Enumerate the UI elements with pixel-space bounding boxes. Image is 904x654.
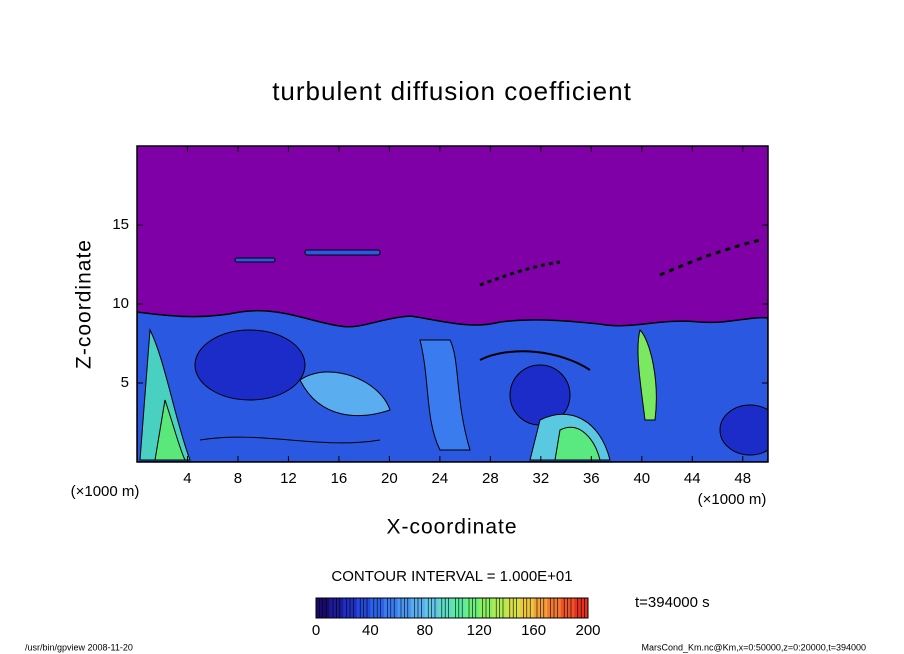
x-tick-label: 48	[734, 470, 751, 487]
x-tick-label: 28	[482, 470, 499, 487]
x-tick-label: 8	[234, 470, 242, 487]
x-axis-label: X-coordinate	[386, 516, 517, 539]
x-tick-label: 4	[183, 470, 191, 487]
colorbar-tick-label: 80	[416, 622, 433, 639]
footer-left: /usr/bin/gpview 2008-11-20	[25, 642, 133, 652]
x-tick-label: 36	[583, 470, 600, 487]
x-tick-label: 12	[280, 470, 297, 487]
x-tick-label: 16	[331, 470, 348, 487]
x-unit: (×1000 m)	[698, 491, 767, 508]
y-tick-label: 15	[112, 216, 129, 233]
colorbar-frame	[315, 597, 589, 619]
colorbar-tick-label: 160	[521, 622, 546, 639]
x-tick-label: 20	[381, 470, 398, 487]
x-tick-label: 24	[432, 470, 449, 487]
x-tick-label: 40	[633, 470, 650, 487]
y-tick-label: 10	[112, 295, 129, 312]
colorbar-tick-label: 200	[575, 622, 600, 639]
x-tick-label: 44	[684, 470, 701, 487]
contour-interval: CONTOUR INTERVAL = 1.000E+01	[331, 568, 572, 585]
time-label: t=394000 s	[635, 594, 710, 611]
field	[137, 146, 768, 462]
y-unit: (×1000 m)	[71, 483, 140, 500]
colorbar-tick-label: 40	[362, 622, 379, 639]
chart-title: turbulent diffusion coefficient	[272, 76, 632, 106]
y-axis-label: Z-coordinate	[73, 239, 96, 369]
y-tick-label: 5	[121, 374, 129, 391]
x-tick-label: 32	[532, 470, 549, 487]
colorbar-tick-label: 120	[467, 622, 492, 639]
colorbar-tick-label: 0	[312, 622, 320, 639]
footer-right: MarsCond_Km.nc@Km,x=0:50000,z=0:20000,t=…	[641, 642, 866, 652]
